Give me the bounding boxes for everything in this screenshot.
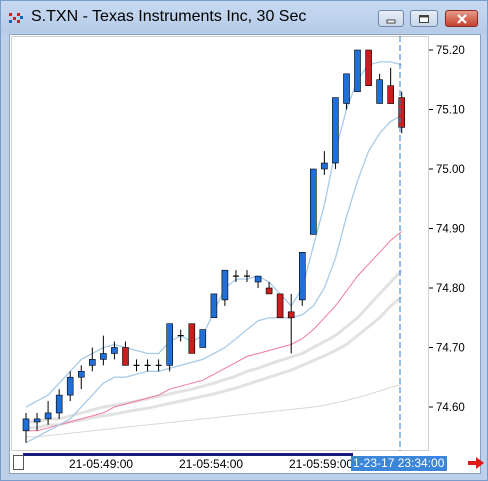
ma-mid-line xyxy=(26,269,403,424)
candle-up xyxy=(89,359,96,366)
candle-up xyxy=(78,370,85,378)
candle-down xyxy=(365,49,372,87)
candle-down xyxy=(276,293,284,318)
candle-down xyxy=(398,97,406,128)
restore-icon xyxy=(419,14,429,23)
ma-slow-line xyxy=(26,383,402,438)
candle-up xyxy=(111,347,118,354)
close-icon xyxy=(456,13,467,24)
price-label: 74.90 xyxy=(436,224,465,236)
ma-mid2-line xyxy=(26,295,403,430)
candle-up xyxy=(44,412,52,420)
candle-up xyxy=(309,168,317,235)
candle-down xyxy=(122,347,129,366)
price-chart[interactable]: 75.20 75.10 75.00 74.90 74.80 74.70 74.60 xyxy=(10,35,480,453)
price-label: 74.70 xyxy=(436,343,465,355)
minimize-icon xyxy=(386,19,396,23)
candle-down xyxy=(387,85,395,104)
candle-up xyxy=(22,418,30,432)
app-icon xyxy=(9,13,23,23)
ma-fast-line xyxy=(26,231,403,432)
time-label: 21-05:54:00 xyxy=(179,457,244,471)
candle-up xyxy=(55,394,63,414)
price-label: 75.10 xyxy=(436,105,465,117)
band-upper-line xyxy=(25,61,402,408)
price-label: 75.00 xyxy=(436,164,465,176)
candle-up xyxy=(376,79,383,104)
candle-up xyxy=(166,323,173,366)
scroll-track[interactable] xyxy=(23,453,353,456)
candle-up xyxy=(199,329,207,348)
candle-up xyxy=(66,376,74,396)
candle-down xyxy=(265,287,273,295)
candle-up xyxy=(221,269,229,301)
window-title: S.TXN - Texas Instruments Inc, 30 Sec xyxy=(31,8,307,25)
candle-up xyxy=(254,275,262,283)
price-label: 74.80 xyxy=(436,283,465,295)
minimize-button[interactable] xyxy=(378,10,404,27)
band-lower-line xyxy=(25,114,403,444)
candle-up xyxy=(321,162,328,170)
time-label: 21-05:49:00 xyxy=(69,457,134,471)
scroll-thumb[interactable] xyxy=(13,455,24,470)
candle-up xyxy=(100,353,107,360)
title-bar[interactable]: S.TXN - Texas Instruments Inc, 30 Sec xyxy=(1,1,487,33)
candle-up xyxy=(298,252,306,301)
restore-button[interactable] xyxy=(410,10,438,27)
candle-up xyxy=(332,97,339,164)
candle-down xyxy=(188,323,196,354)
chart-client-area: 75.20 75.10 75.00 74.90 74.80 74.70 74.60 21-0… xyxy=(9,34,484,474)
price-label: 74.60 xyxy=(436,402,465,414)
candle-up xyxy=(210,293,218,318)
current-time-label: 1-23-17 23:34:00 xyxy=(351,456,447,471)
time-label: 21-05:59:00 xyxy=(289,457,354,471)
close-button[interactable] xyxy=(445,10,478,27)
candle-up xyxy=(343,73,350,104)
price-label: 75.20 xyxy=(436,45,465,57)
candle-up xyxy=(354,49,361,93)
candle-up xyxy=(33,418,41,423)
time-axis: 21-05:49:00 21-05:54:00 21-05:59:00 1-23… xyxy=(11,453,484,473)
arrow-right-icon[interactable] xyxy=(467,456,485,470)
candle-down xyxy=(287,311,295,319)
